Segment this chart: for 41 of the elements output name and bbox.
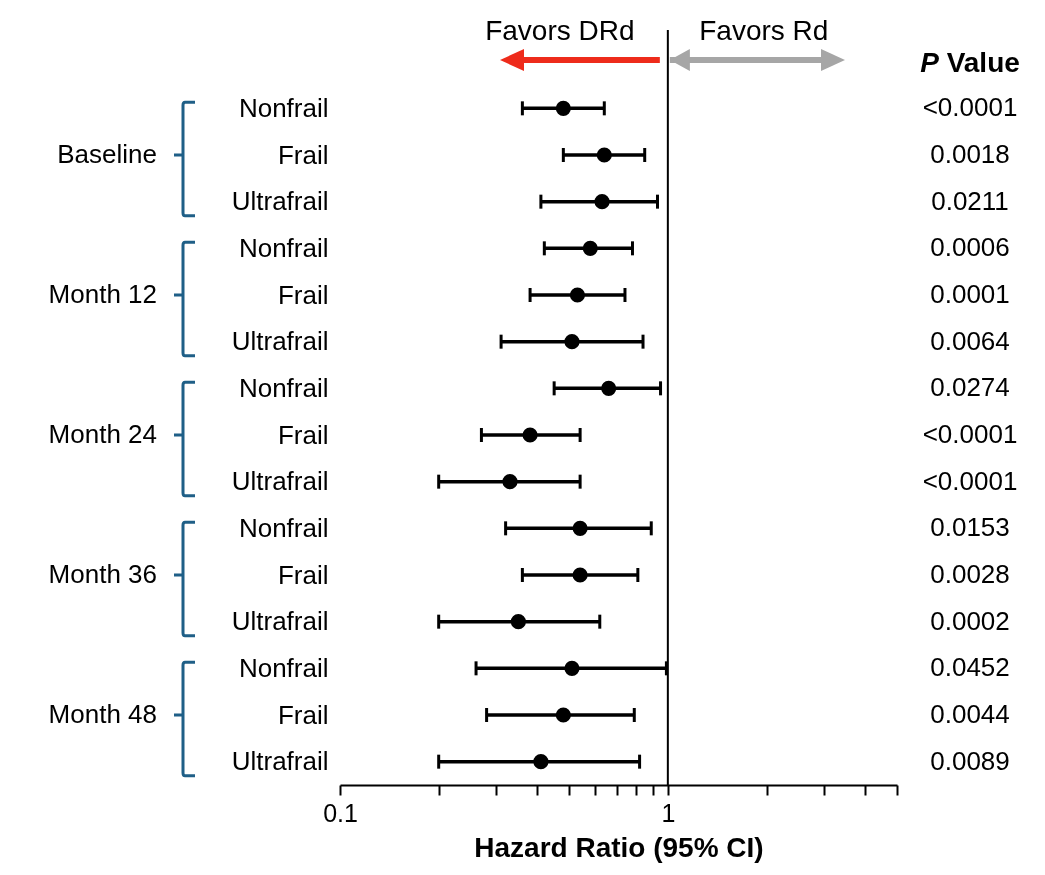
y-tick-label: Frail (277, 279, 329, 310)
y-tick-label: Ultrafrail (231, 186, 329, 217)
text: 0.0064 (930, 325, 1010, 356)
x-axis-title: Hazard Ratio (95% CI) (474, 831, 764, 863)
y-tick-label: Nonfrail (238, 372, 329, 403)
text: 0.0089 (930, 745, 1010, 776)
y-tick-label: Ultrafrail (231, 606, 329, 637)
text: 0.0452 (930, 652, 1010, 683)
text: <0.0001 (922, 419, 1018, 449)
text: Month 48 (48, 699, 157, 729)
text: Month 24 (48, 419, 157, 449)
text: Favors DRd (485, 15, 635, 46)
text: Baseline (57, 139, 157, 169)
text: 0.0001 (930, 279, 1010, 309)
text: 0.0274 (930, 372, 1010, 403)
text: 0.0006 (930, 232, 1010, 263)
text: 0.0044 (930, 699, 1010, 729)
y-tick-label: Ultrafrail (231, 746, 329, 777)
text: 0.0153 (930, 512, 1010, 543)
text: <0.0001 (922, 465, 1018, 496)
text: 0.0018 (930, 139, 1010, 169)
text: Favors Rd (699, 15, 829, 46)
text: 0.0002 (930, 605, 1010, 636)
text: Month 12 (48, 279, 157, 309)
y-tick-label: Frail (277, 419, 329, 450)
y-tick-label: Nonfrail (238, 232, 329, 263)
y-tick-label: Frail (277, 139, 329, 170)
text: P Value (920, 47, 1020, 78)
text: Month 36 (48, 559, 157, 589)
x-tick-label: 1 (661, 798, 676, 827)
y-tick-label: Ultrafrail (231, 466, 329, 497)
text: <0.0001 (922, 92, 1018, 123)
x-tick-label: 0.1 (323, 798, 358, 827)
y-tick-label: Ultrafrail (231, 326, 329, 357)
y-tick-label: Nonfrail (238, 652, 329, 683)
text: 0.0211 (931, 185, 1009, 216)
y-tick-label: Frail (277, 699, 329, 730)
y-tick-label: Nonfrail (238, 512, 329, 543)
text: 0.0028 (930, 559, 1010, 589)
y-tick-label: Nonfrail (238, 92, 329, 123)
y-tick-label: Frail (277, 559, 329, 590)
